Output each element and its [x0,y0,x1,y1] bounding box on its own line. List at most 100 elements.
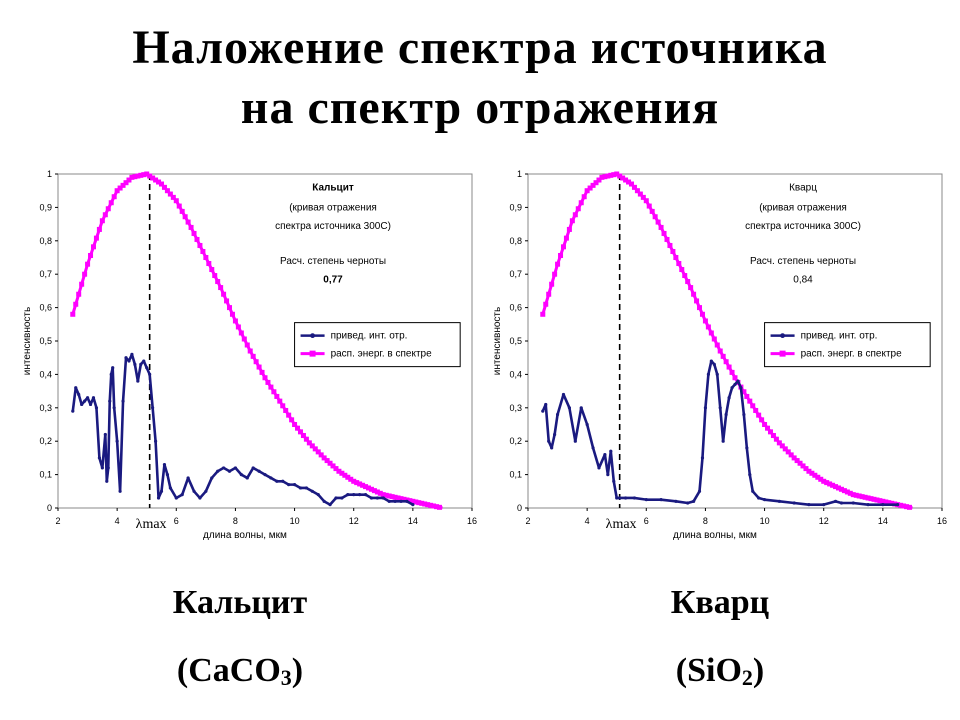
energy-point [821,478,827,484]
reflection-point [697,489,702,493]
y-axis-label: интенсивность [22,307,33,375]
energy-point [880,498,886,504]
reflection-point [751,489,755,493]
energy-point [702,318,708,324]
reflection-point [77,392,81,397]
reflection-point [736,379,740,383]
energy-point [436,504,442,510]
energy-point [620,175,626,181]
energy-point [753,407,759,413]
energy-point [617,173,623,179]
energy-point [238,330,244,336]
energy-point [428,502,434,508]
energy-point [874,497,880,503]
y-tick-label: 0,5 [39,336,52,346]
calcite-caption: Кальцит (CaCO3) [90,580,390,694]
reflection-point [108,399,112,403]
legend-label-energy: расп. энерг. в спектре [801,349,903,360]
reflection-point [94,406,99,410]
reflection-point [245,476,249,480]
annotation-line: Расч. степень черноты [280,256,386,267]
lambda-max-label: λmax [606,517,637,532]
energy-point [744,393,750,399]
reflection-point [544,402,548,407]
reflection-point [757,496,761,500]
reflection-point [112,406,116,410]
energy-point [244,342,250,348]
energy-point [303,436,309,442]
energy-point [572,212,578,218]
energy-point [759,417,765,423]
reflection-point [239,473,243,477]
legend-label-reflection: привед. инт. отр. [331,331,408,342]
energy-point [862,494,868,500]
energy-point [853,492,859,498]
energy-point [646,203,652,209]
energy-point [197,242,203,248]
reflection-point [597,466,601,470]
energy-point [723,359,729,365]
energy-point [114,188,120,194]
reflection-point [579,406,583,410]
reflection-point [159,489,164,493]
energy-point [194,236,200,242]
reflection-point [216,469,220,473]
energy-point [416,500,422,506]
reflection-point [807,503,811,507]
energy-point [679,267,685,273]
x-tick-label: 8 [703,516,708,526]
y-tick-label: 0 [47,503,52,513]
reflection-point [222,466,226,470]
energy-point [549,281,555,287]
reflection-point [718,406,722,410]
reflection-point [352,493,356,497]
energy-point [847,490,853,496]
energy-point [540,311,546,317]
reflection-point [316,493,320,497]
energy-point [161,184,167,190]
y-tick-label: 0,4 [39,369,52,379]
annotation-line: Кварц [789,183,817,194]
reflection-point [567,406,571,410]
energy-point [856,493,862,499]
reflection-point [139,362,143,366]
energy-point [295,425,301,431]
y-tick-label: 0,8 [509,236,522,246]
energy-point [658,224,664,230]
energy-point [590,182,596,188]
energy-point [836,485,841,491]
y-tick-label: 1 [47,169,52,179]
energy-point [79,281,85,287]
reflection-point [547,439,551,443]
reflection-point [142,359,146,363]
energy-point [705,324,711,330]
reflection-point [180,493,184,497]
energy-point [395,495,401,501]
energy-point [209,267,215,273]
x-tick-label: 8 [233,516,238,526]
energy-point [345,474,351,480]
reflection-point [550,446,554,450]
reflection-point [275,479,279,483]
energy-point [652,214,658,220]
energy-point [664,236,670,242]
reflection-point [822,503,826,507]
energy-point [714,342,720,348]
energy-point [756,412,762,418]
energy-point [99,218,105,224]
annotation-line: 0,77 [323,275,343,286]
reflection-point [659,498,663,502]
y-tick-label: 0,5 [509,336,522,346]
energy-point [268,384,274,390]
energy-point [70,311,76,317]
energy-point [374,489,380,495]
reflection-point [292,483,297,487]
energy-point [357,481,363,487]
lambda-max-label: λmax [136,517,167,532]
reflection-point [111,366,115,370]
energy-point [815,474,821,480]
energy-point [206,261,212,267]
energy-point [156,179,162,185]
y-axis-label: интенсивность [492,307,503,375]
energy-point [877,498,883,504]
